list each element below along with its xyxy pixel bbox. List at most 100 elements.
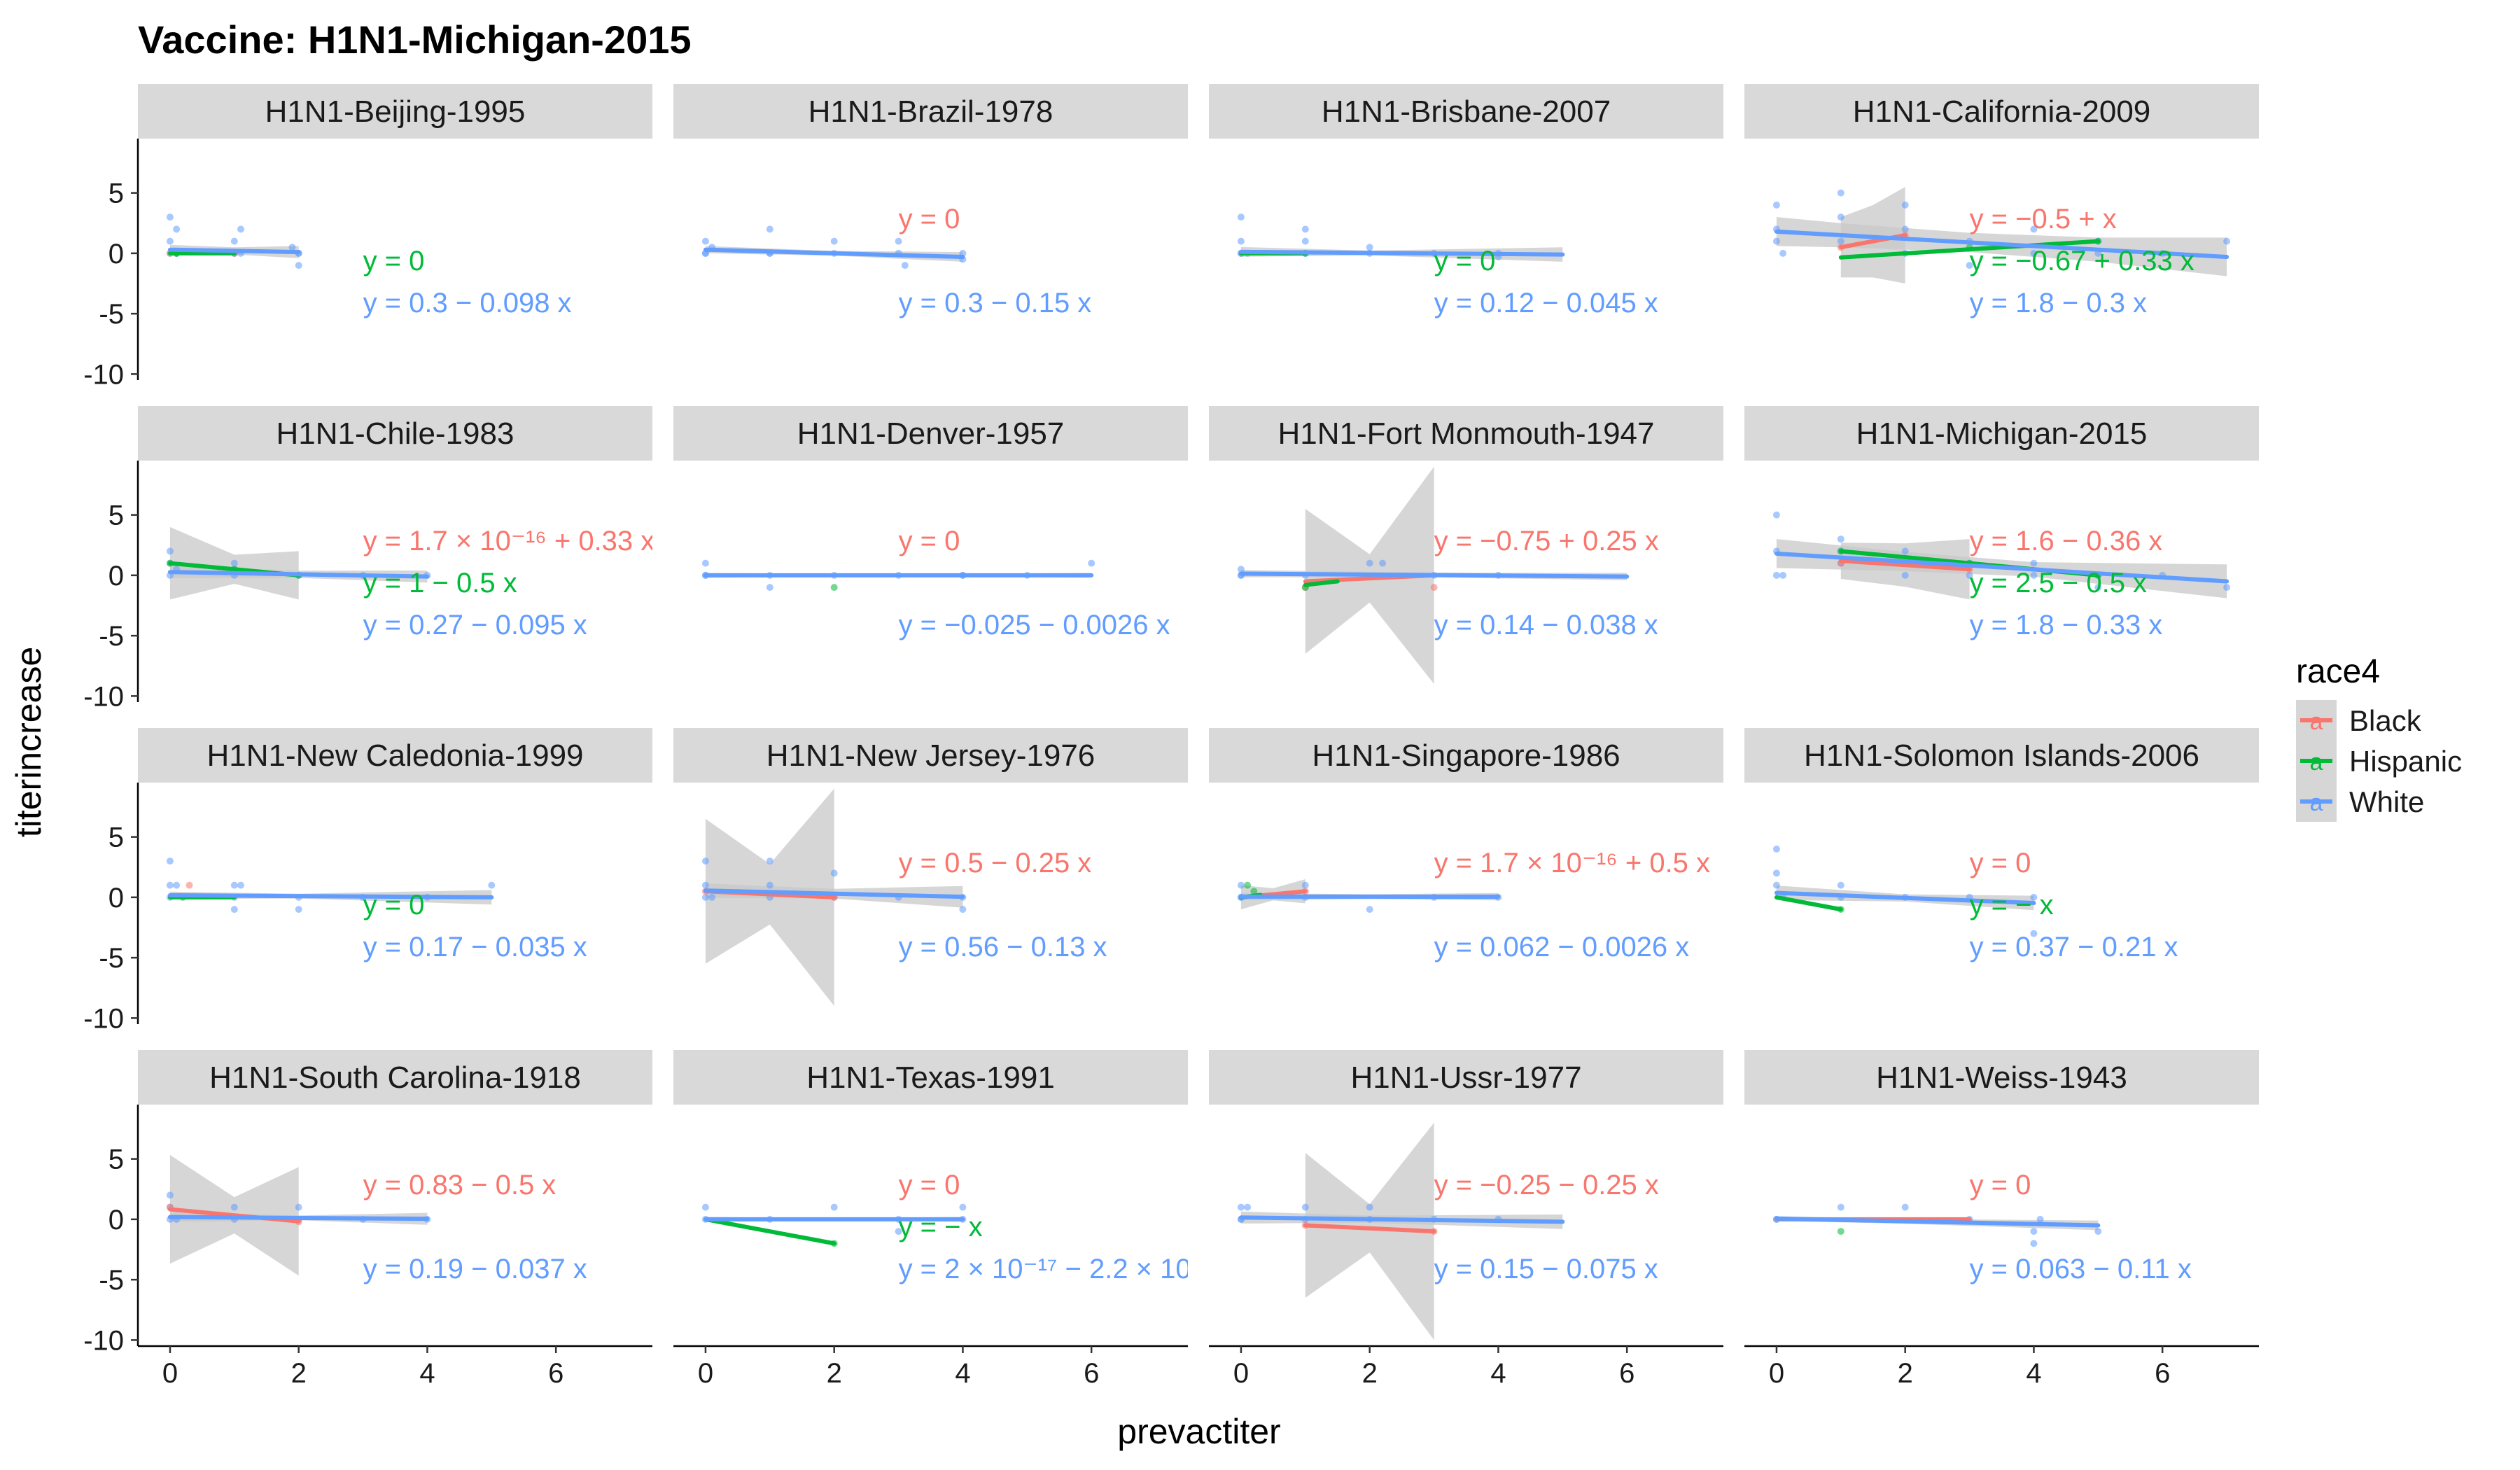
data-point	[830, 1203, 838, 1211]
facet-plot-area: y = −0.25 − 0.25 x y = 0.15 − 0.075 x	[1237, 1122, 1659, 1340]
legend-label: Hispanic	[2349, 745, 2462, 778]
data-point	[1779, 571, 1787, 579]
data-point	[1901, 225, 1909, 233]
facet-plot-area: y = 0 y = − x y = 0.37 − 0.21 x	[1772, 845, 2178, 962]
data-point	[1237, 237, 1245, 245]
facet-strip	[1209, 1050, 1723, 1105]
y-tick-label: 0	[108, 561, 124, 592]
facet-panel: H1N1-South Carolina-1918 y = 0.83 − 0.5 x…	[83, 1050, 652, 1389]
data-point	[701, 893, 709, 901]
data-point	[230, 559, 238, 567]
data-point	[1301, 225, 1309, 233]
regression-line	[703, 888, 965, 899]
data-point	[1772, 511, 1780, 519]
x-tick-label: 4	[2026, 1358, 2041, 1389]
data-point	[173, 881, 181, 889]
x-tick-label: 4	[955, 1358, 970, 1389]
regression-equation: y = 1 − 0.5 x	[363, 568, 517, 598]
facet-strip	[1744, 728, 2259, 783]
facet-strip	[673, 1050, 1188, 1105]
data-point	[701, 1203, 709, 1211]
data-point	[766, 225, 774, 233]
data-point	[1772, 869, 1780, 877]
regression-line	[1238, 571, 1630, 579]
facet-strip-label: H1N1-Brisbane-2007	[1322, 94, 1611, 129]
y-tick-label: -10	[83, 1325, 124, 1356]
y-tick-label: 5	[108, 178, 124, 209]
data-point	[895, 1228, 902, 1236]
data-point	[2094, 584, 2102, 592]
data-point	[1837, 1228, 1844, 1236]
facet-strip	[673, 84, 1188, 139]
facet-strip-label: H1N1-New Caledonia-1999	[206, 738, 583, 773]
facet-plot-area: y = −0.5 + x y = −0.67 + 0.33 x y = 1.8 − …	[1772, 187, 2231, 318]
data-point	[173, 225, 181, 233]
facet-strip	[138, 728, 652, 783]
regression-line	[167, 1214, 430, 1222]
data-point	[2223, 584, 2231, 592]
data-point	[701, 881, 709, 889]
data-point	[230, 237, 238, 245]
regression-equation: y = 2.5 − 0.5 x	[1970, 568, 2148, 598]
data-point	[1430, 584, 1438, 592]
data-point	[1772, 845, 1780, 853]
facet-plot-area: y = 0 y = − x y = 2 × 10⁻¹⁷ − 2.2 × 10⁻¹⁷ …	[701, 1170, 1247, 1284]
regression-equation: y = 0	[899, 526, 960, 556]
data-point	[1379, 559, 1387, 567]
facet-strip	[138, 1050, 652, 1105]
regression-equation: y = 0	[1434, 246, 1496, 276]
x-tick-label: 0	[698, 1358, 713, 1389]
regression-equation: y = 2 × 10⁻¹⁷ − 2.2 × 10⁻¹⁷ x	[899, 1254, 1247, 1284]
data-point	[1837, 1203, 1844, 1211]
data-point	[2030, 225, 2038, 233]
legend-item: a Black	[2296, 700, 2422, 741]
facet-strip	[1744, 84, 2259, 139]
y-tick-label: -5	[99, 1265, 124, 1296]
legend-label: Black	[2349, 704, 2422, 737]
regression-line	[167, 892, 494, 899]
facet-strip-label: H1N1-Beijing-1995	[265, 94, 526, 129]
data-point	[237, 881, 244, 889]
y-tick-label: 5	[108, 500, 124, 531]
facet-strip-label: H1N1-Ussr-1977	[1350, 1060, 1581, 1095]
x-tick-label: 6	[1084, 1358, 1099, 1389]
data-point	[1772, 237, 1780, 245]
regression-equation: y = 0.15 − 0.075 x	[1434, 1254, 1658, 1284]
x-tick-label: 0	[1769, 1358, 1784, 1389]
legend-key-glyph: a	[2310, 749, 2323, 776]
facet-panel: H1N1-California-2009 y = −0.5 + x y = −0.6…	[1744, 84, 2259, 318]
regression-line	[703, 247, 965, 260]
y-tick-label: -10	[83, 1003, 124, 1034]
data-point	[701, 237, 709, 245]
regression-equation: y = 0.3 − 0.098 x	[363, 288, 572, 318]
data-point	[1837, 536, 1844, 543]
facet-panel: H1N1-New Caledonia-1999 y = 0 y = 0.17 − 0…	[83, 728, 652, 1034]
data-point	[1244, 1203, 1252, 1211]
facet-plot-area: y = 0 y = 0.17 − 0.035 x	[166, 858, 587, 962]
facet-strip-label: H1N1-California-2009	[1853, 94, 2151, 129]
facet-strip-label: H1N1-Brazil-1978	[808, 94, 1054, 129]
regression-equation: y = − x	[1970, 890, 2054, 920]
regression-equation: y = 0.12 − 0.045 x	[1434, 288, 1658, 318]
regression-line	[1838, 239, 2101, 260]
regression-equation: y = 1.7 × 10⁻¹⁶ + 0.33 x	[363, 526, 655, 556]
data-point	[295, 906, 302, 913]
facet-strip-label: H1N1-South Carolina-1918	[209, 1060, 581, 1095]
data-point	[766, 858, 774, 865]
data-point	[2030, 930, 2038, 937]
regression-line	[1238, 249, 1565, 257]
x-tick-label: 6	[548, 1358, 564, 1389]
regression-equation: y = 0	[899, 204, 960, 234]
data-point	[1366, 244, 1373, 251]
data-point	[2030, 1228, 2038, 1236]
x-tick-label: 2	[291, 1358, 307, 1389]
regression-equation: y = 0.063 − 0.11 x	[1970, 1254, 2192, 1284]
regression-line	[1774, 229, 2230, 260]
regression-equation: y = 0	[1970, 848, 2031, 878]
legend-item: a Hispanic	[2296, 741, 2462, 781]
regression-line	[703, 1217, 836, 1246]
data-point	[186, 881, 193, 889]
data-point	[1837, 237, 1844, 245]
